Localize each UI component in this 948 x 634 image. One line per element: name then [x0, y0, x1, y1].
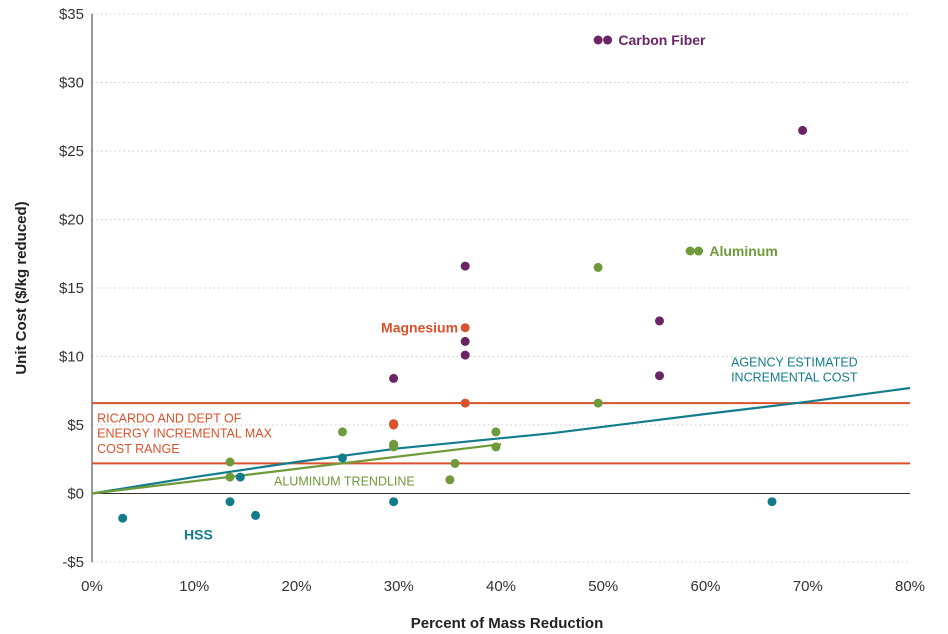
x-tick-label: 70%	[793, 578, 823, 595]
x-tick-label: 0%	[81, 578, 103, 595]
aluminum-point	[225, 457, 235, 467]
carbon-fiber-point	[798, 125, 808, 135]
aluminum-point	[338, 427, 347, 437]
aluminum-trendline	[91, 443, 502, 495]
annotation-energy-incremental-max: ENERGY INCREMENTAL MAX	[97, 427, 272, 441]
x-tick-label: 30%	[384, 578, 414, 595]
aluminum-point	[450, 458, 460, 468]
y-tick-label: $30	[59, 75, 84, 92]
x-axis-title: Percent of Mass Reduction	[411, 615, 604, 632]
agency-cost-line	[91, 386, 911, 495]
carbon-fiber-point	[460, 350, 470, 360]
annotation-ricardo-and-dept-of: RICARDO AND DEPT OF	[97, 412, 242, 426]
aluminum-point	[593, 398, 603, 408]
carbon-fiber-point	[655, 316, 664, 326]
annotation-incremental-cost: INCREMENTAL COST	[731, 371, 858, 385]
y-tick-label: -$5	[62, 554, 84, 571]
axes-layer: -$5 $0 $5 $10 $15 $20 $25 $30 $35 0% 10% 20% 30% 40% 5…	[59, 6, 925, 595]
annotation-aluminum-trendline: ALUMINUM TRENDLINE	[274, 475, 415, 489]
hss-point	[118, 513, 128, 523]
annotation-aluminum-marker	[694, 246, 704, 256]
y-tick-label: $10	[59, 349, 84, 366]
hss-point	[235, 472, 245, 482]
y-tick-label: $25	[59, 143, 84, 160]
hss-point	[338, 453, 347, 463]
magnesium-point	[460, 398, 470, 408]
y-tick-label: $0	[67, 486, 84, 503]
hss-point	[251, 510, 261, 520]
aluminum-point	[225, 472, 235, 482]
x-tick-label: 50%	[588, 578, 618, 595]
annotation-aluminum: Aluminum	[709, 243, 777, 259]
aluminum-point	[491, 442, 501, 452]
aluminum-point	[685, 246, 695, 256]
aluminum-point	[491, 427, 501, 437]
y-tick-label: $15	[59, 280, 84, 297]
magnesium-point	[460, 323, 470, 333]
hss-point	[767, 497, 777, 507]
annotation-carbon-fiber: Carbon Fiber	[618, 32, 706, 48]
hss-point	[389, 497, 399, 507]
y-axis-title: Unit Cost ($/kg reduced)	[13, 201, 30, 374]
carbon-fiber-point	[389, 373, 399, 383]
y-tick-label: $35	[59, 6, 84, 23]
aluminum-point	[445, 475, 455, 485]
y-tick-label: $20	[59, 212, 84, 229]
aluminum-point	[389, 442, 399, 452]
carbon-fiber-point	[460, 336, 470, 346]
annotation-agency-estimated: AGENCY ESTIMATED	[731, 355, 858, 369]
annotation-carbon-fiber-marker	[603, 35, 613, 45]
labels-layer: Carbon Fiber Aluminum Magnesium HSS AGENCY E…	[97, 32, 858, 543]
carbon-fiber-point	[655, 371, 664, 381]
hss-point	[225, 497, 235, 507]
x-tick-label: 10%	[179, 578, 209, 595]
x-tick-label: 60%	[690, 578, 720, 595]
annotation-cost-range: COST RANGE	[97, 442, 179, 456]
aluminum-point	[593, 262, 603, 272]
annotation-magnesium: Magnesium	[381, 320, 458, 336]
magnesium-point	[389, 420, 399, 430]
points-layer	[118, 35, 808, 523]
carbon-fiber-point	[593, 35, 603, 45]
x-tick-label: 80%	[895, 578, 925, 595]
y-tick-label: $5	[67, 417, 84, 434]
lines-layer	[91, 386, 911, 495]
grid-layer	[92, 13, 910, 563]
annotation-hss: HSS	[184, 527, 213, 543]
carbon-fiber-point	[460, 261, 470, 271]
x-tick-label: 20%	[281, 578, 311, 595]
x-tick-label: 40%	[486, 578, 516, 595]
